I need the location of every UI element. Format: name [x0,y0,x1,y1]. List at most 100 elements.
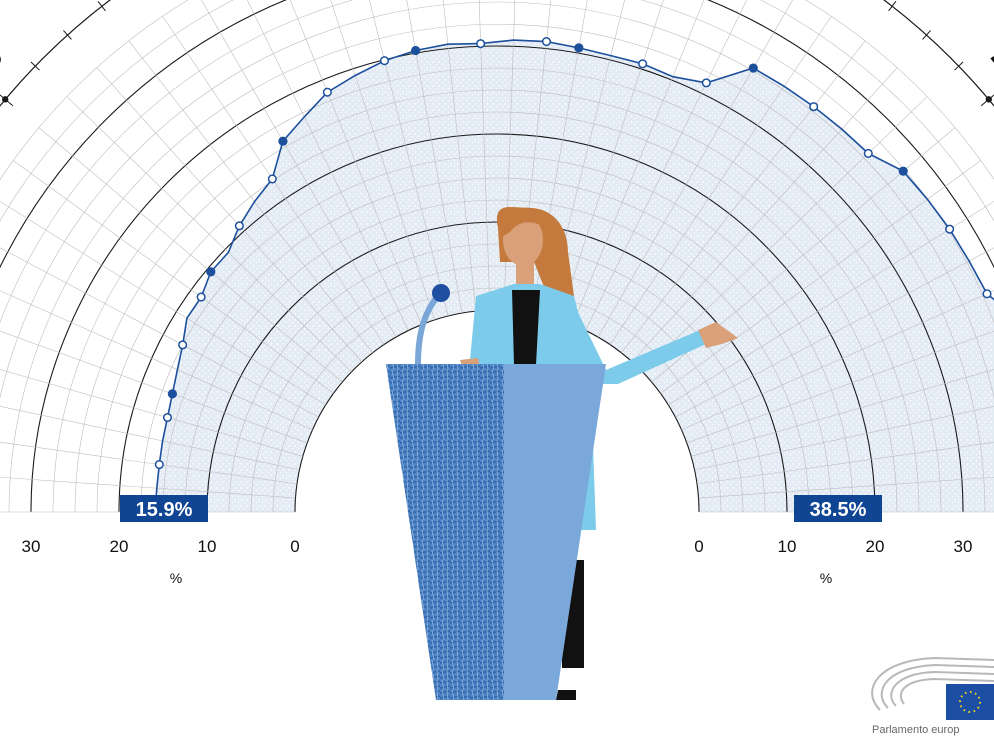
data-point [196,292,206,302]
grid-spoke [289,0,422,325]
series-line [154,39,994,513]
data-point [267,174,277,184]
hemicycle-icon [871,656,994,711]
data-point [541,37,551,47]
grid-spoke [585,0,748,331]
grid-spoke [696,441,994,485]
data-point-election [278,136,288,146]
left-tick-label: 30 [22,537,41,556]
grid-spoke [128,40,373,354]
outer-tick [922,30,931,40]
data-point [809,102,819,112]
grid-spoke [96,67,363,363]
grid-spoke [694,406,994,471]
grid-spoke [0,201,326,406]
grid-spoke [572,0,705,325]
grid-spoke [691,369,994,457]
right-unit-label: % [820,570,832,586]
data-point-election [574,43,584,53]
data-point [234,221,244,231]
logo-caption: Parlamento europ [872,724,960,736]
grid-spoke [406,0,463,314]
end-value-badge: 38.5% [794,495,882,522]
data-point [863,148,873,158]
data-point [638,59,648,69]
grid-ring [184,199,810,513]
data-point [154,459,164,470]
grid-spoke [675,247,994,418]
left-tick-label: 20 [110,537,129,556]
year-tick-dot [1,96,9,103]
eu-flag-icon [946,684,994,720]
right-tick-label: 0 [694,537,703,556]
grid-ring [52,67,942,513]
data-point [178,340,188,350]
data-line-layer [154,39,994,513]
grid-spoke [642,96,928,372]
data-point [701,78,711,88]
grid-spoke [201,0,397,338]
data-point [379,56,390,66]
data-point-election [167,389,177,399]
grid-spoke [442,0,477,312]
grid-spoke [686,330,994,444]
grid-spoke [559,0,664,320]
year-tick-dot [985,96,993,103]
data-point [162,412,173,423]
outer-tick [63,30,72,40]
data-point [945,224,955,234]
polar-grid [0,0,994,513]
grid-ring [118,133,876,513]
data-point-election [898,166,908,176]
grid-spoke [0,406,300,471]
outer-tick [954,61,964,71]
grid-spoke [0,369,303,457]
outer-tick [30,61,40,71]
grid-spoke [66,96,352,372]
speaker-illustration [386,206,738,700]
grid-spoke [0,441,298,485]
right-tick-label: 20 [866,537,885,556]
outer-tick [888,1,897,12]
grid-ring [0,1,994,400]
data-point-election [748,63,758,73]
start-value-badge: 15.9% [120,495,208,522]
grid-ring [228,243,766,513]
grid-spoke [478,0,491,311]
outer-tick [97,1,106,12]
right-tick-label: 10 [778,537,797,556]
grid-ring [162,177,832,513]
grid-spoke [0,330,308,444]
grid-ring [96,111,898,513]
data-point [322,87,332,97]
left-unit-label: % [170,570,182,586]
grid-ring [8,23,986,513]
grid-spoke [13,160,334,394]
start-value-label: 15.9% [136,499,193,521]
grid-spoke [597,0,793,338]
grid-ring [0,0,994,324]
data-point [476,39,486,49]
grid-spoke [0,247,319,418]
grid-ring [206,221,788,513]
right-tick-label: 30 [954,537,973,556]
grid-ring [74,89,920,513]
grid-ring [272,287,722,513]
grid-spoke [369,0,449,317]
grid-spoke [621,40,866,354]
grid-ring [0,0,994,269]
data-point [982,289,992,299]
grid-spoke [246,0,409,331]
data-point-election [411,45,421,56]
grid-ring [30,45,964,513]
grid-spoke [609,16,832,345]
radial-axis-ticks: 5050404030302020101000 [22,537,973,556]
grid-spoke [330,0,435,320]
grid-spoke [631,67,898,363]
grid-spoke [0,290,313,431]
end-value-label: 38.5% [810,499,867,521]
grid-spoke [0,476,296,499]
grid-spoke [38,127,343,383]
parliament-emblem-logo [871,656,994,720]
